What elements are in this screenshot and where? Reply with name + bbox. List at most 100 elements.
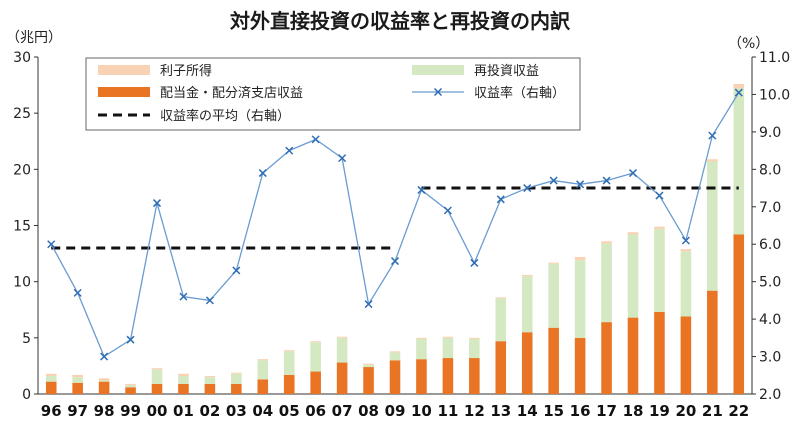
x-tick-label: 09 [385,402,406,420]
return-rate-marker [655,191,664,200]
bar-segment [601,322,612,394]
return-rate-marker [681,236,690,245]
bar-segment [72,377,83,383]
bar-segment [548,327,559,394]
left-tick-label: 0 [22,387,31,403]
legend-item: 配当金・配分済支店収益 [98,85,303,101]
bar-segment [495,297,507,299]
bar-segment [310,341,321,343]
legend-label: 配当金・配分済支店収益 [160,85,303,101]
marker-stroke [73,288,82,297]
marker-stroke [258,169,267,178]
bar-segment [283,350,295,352]
legend-label: 収益率の平均（右軸） [160,108,290,124]
return-rate-marker [179,292,188,301]
bar-segment [442,337,454,359]
average-lines [51,186,739,250]
left-tick-label: 25 [13,106,31,122]
legend-label: 再投資収益 [474,63,539,79]
x-tick-label: 10 [411,402,432,420]
x-tick-label: 04 [252,402,273,420]
right-tick-label: 10.0 [759,87,790,103]
marker-stroke [100,352,109,361]
bar-segment [45,381,57,394]
marker-stroke [496,195,505,204]
marker-stroke [576,180,585,189]
bar-segment [336,337,348,363]
legend-box [85,57,581,131]
marker-stroke [470,258,479,267]
legend-item: 再投資収益 [412,63,539,79]
left-tick-label: 30 [13,50,31,66]
bar-segment [521,332,533,394]
right-tick-label: 2.0 [759,387,781,403]
marker-stroke [655,191,664,200]
bar-segment [574,337,586,394]
left-tick-label: 5 [22,331,31,347]
x-tick-label: 20 [675,402,696,420]
x-tick-label: 16 [570,402,591,420]
marker-stroke [390,257,400,266]
x-tick-label: 12 [464,402,485,420]
bar-segment [601,241,612,244]
bars [45,83,745,394]
x-tick-label: 00 [147,402,168,420]
right-tick-label: 7.0 [759,200,781,216]
bar-segment [389,360,401,394]
chart-title: 対外直接投資の収益率と再投資の内訳 [229,9,571,33]
right-tick-label: 11.0 [759,50,790,66]
bar-segment [733,83,745,89]
marker-stroke [417,185,426,194]
bar-segment [231,372,242,374]
x-tick-label: 18 [623,402,644,420]
right-tick-label: 3.0 [759,350,781,366]
x-tick-label: 99 [120,402,141,420]
bar-segment [178,383,189,394]
bar-segment [654,226,665,229]
return-rate-marker [523,184,532,193]
x-tick-label: 05 [279,402,300,420]
bar-segment [125,387,136,394]
bar-segment [574,256,586,261]
return-rate-marker [628,169,638,178]
bar-segment [389,352,401,361]
left-tick-label: 15 [13,219,31,235]
return-rate-marker [126,335,135,344]
return-rate-marker [549,176,558,185]
marker-stroke [628,169,638,178]
legend-swatch [412,65,464,75]
right-tick-label: 8.0 [759,162,781,178]
x-tick-label: 97 [67,402,88,420]
bar-segment [521,276,533,333]
x-tick-label: 13 [490,402,511,420]
bar-segment [601,243,612,323]
left-axis-unit: （兆円） [6,30,62,46]
bar-segment [680,251,692,317]
bar-segment [363,367,374,394]
bar-segment [654,228,665,312]
x-tick-label: 98 [94,402,115,420]
bar-segment [151,369,163,384]
marker-stroke [285,146,294,155]
bar-segment [178,376,189,384]
return-rate-marker [708,131,717,140]
legend-swatch [98,65,150,75]
return-rate-marker [364,300,373,309]
right-tick-label: 9.0 [759,125,781,141]
bar-segment [495,298,507,342]
return-rate-marker [47,240,56,249]
x-tick-label: 19 [649,402,670,420]
right-axis-unit: （%） [728,36,769,52]
legend-swatch [98,87,150,97]
bar-segment [574,260,586,338]
bar-segment [627,317,639,394]
marker-stroke [708,131,717,140]
bar-segment [336,362,348,394]
bar-segment [442,336,454,338]
marker-stroke [179,292,188,301]
legend-item: 収益率の平均（右軸） [98,108,290,124]
bar-segment [310,371,321,394]
bar-segment [707,161,718,291]
bar-segment [627,234,639,318]
